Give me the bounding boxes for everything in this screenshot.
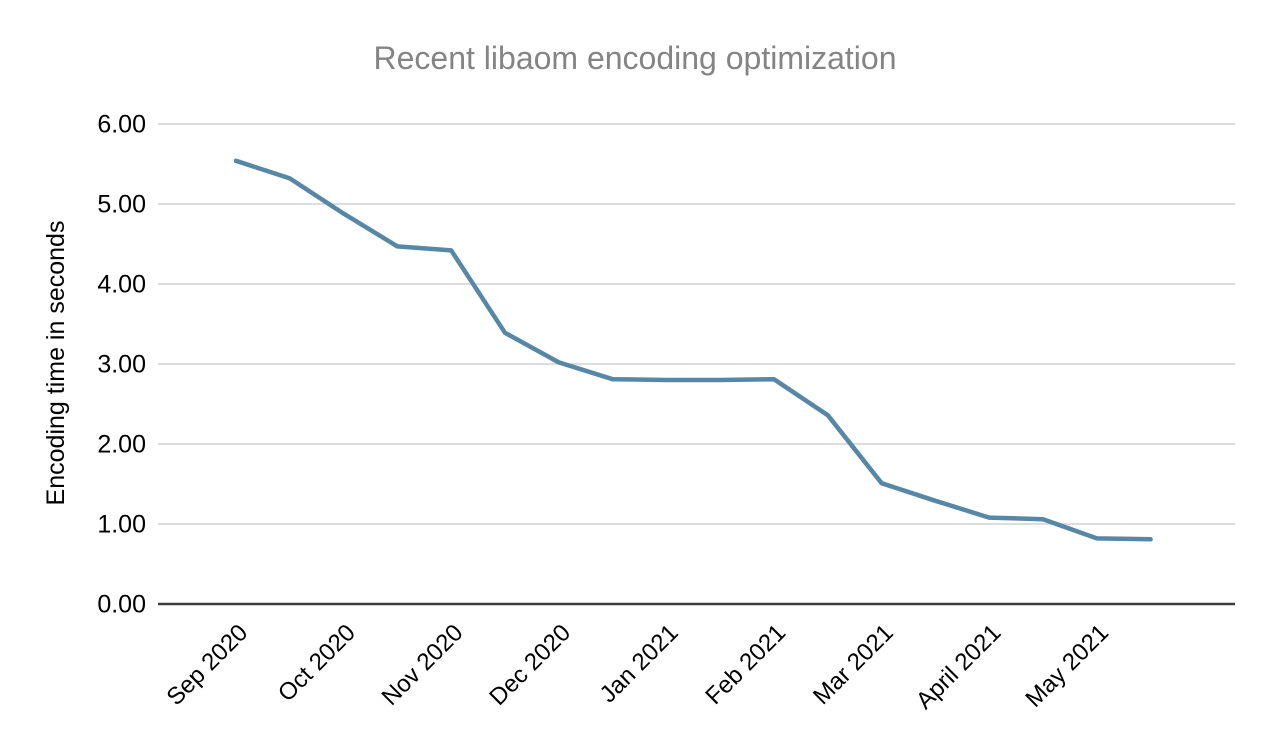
x-tick-label: May 2021 [1020,619,1114,713]
x-tick: April 2021 [911,619,1007,715]
x-tick: Nov 2020 [377,619,469,711]
x-tick: Feb 2021 [700,619,791,710]
x-tick-label: Mar 2021 [808,619,899,710]
x-tick: Sep 2020 [161,619,253,711]
x-tick: Jan 2021 [595,619,684,708]
y-tick-label: 2.00 [97,431,146,459]
x-tick-label: April 2021 [911,619,1007,715]
chart-title: Recent libaom encoding optimization [373,40,897,76]
x-tick-label: Nov 2020 [377,619,469,711]
y-tick-label: 0.00 [97,591,146,619]
x-tick-label: Jan 2021 [595,619,684,708]
x-tick: Dec 2020 [484,619,576,711]
y-tick-label: 5.00 [97,191,146,219]
x-tick: Oct 2020 [273,619,361,707]
x-tick-label: Sep 2020 [161,619,253,711]
x-tick: May 2021 [1020,619,1114,713]
x-tick-label: Oct 2020 [273,619,361,707]
x-tick: Mar 2021 [808,619,899,710]
series-line-encoding-time [233,158,1153,542]
y-tick-label: 4.00 [97,271,146,299]
y-tick-label: 1.00 [97,511,146,539]
x-tick-label: Feb 2021 [700,619,791,710]
y-tick-label: 6.00 [97,111,146,139]
x-tick-label: Dec 2020 [484,619,576,711]
y-tick-label: 3.00 [97,351,146,379]
